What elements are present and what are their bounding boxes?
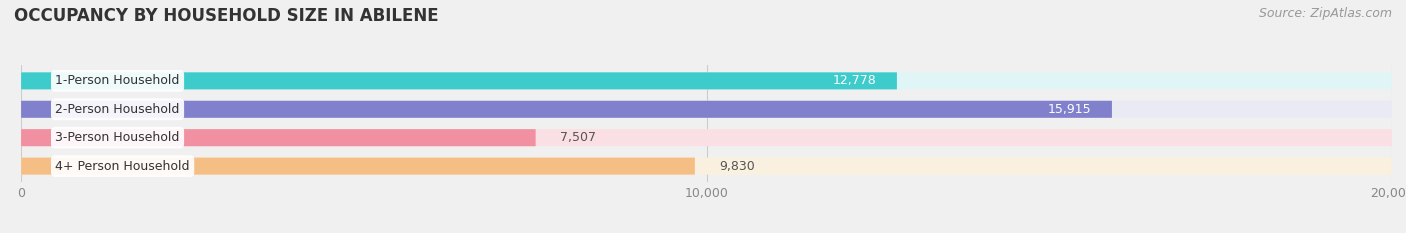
FancyBboxPatch shape [21,72,1392,89]
Text: 7,507: 7,507 [560,131,596,144]
Text: 12,778: 12,778 [832,74,876,87]
Text: 4+ Person Household: 4+ Person Household [55,160,190,173]
Text: 9,830: 9,830 [718,160,755,173]
Text: 1-Person Household: 1-Person Household [55,74,180,87]
Text: 2-Person Household: 2-Person Household [55,103,180,116]
Text: 15,915: 15,915 [1047,103,1091,116]
Text: Source: ZipAtlas.com: Source: ZipAtlas.com [1258,7,1392,20]
FancyBboxPatch shape [21,129,536,146]
FancyBboxPatch shape [21,101,1392,118]
Text: 3-Person Household: 3-Person Household [55,131,180,144]
FancyBboxPatch shape [21,158,1392,175]
FancyBboxPatch shape [21,72,897,89]
FancyBboxPatch shape [21,158,695,175]
FancyBboxPatch shape [21,129,1392,146]
FancyBboxPatch shape [21,101,1112,118]
Text: OCCUPANCY BY HOUSEHOLD SIZE IN ABILENE: OCCUPANCY BY HOUSEHOLD SIZE IN ABILENE [14,7,439,25]
